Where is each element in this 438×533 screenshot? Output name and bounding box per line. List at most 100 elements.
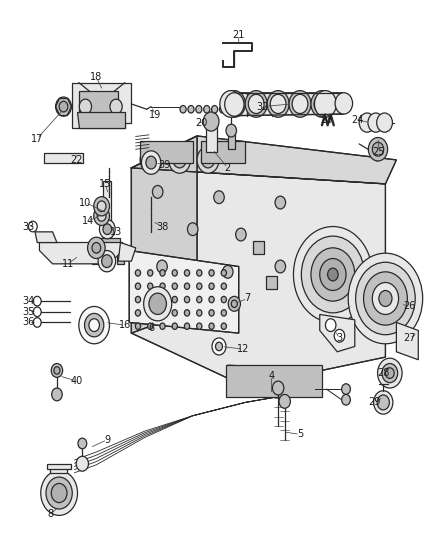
Circle shape xyxy=(187,223,198,236)
Circle shape xyxy=(231,300,237,308)
Circle shape xyxy=(197,270,202,276)
Circle shape xyxy=(301,236,364,313)
Circle shape xyxy=(221,310,226,316)
Circle shape xyxy=(328,268,338,281)
Circle shape xyxy=(102,255,112,268)
Text: 40: 40 xyxy=(71,376,83,386)
Circle shape xyxy=(293,227,372,322)
Polygon shape xyxy=(234,93,344,116)
Circle shape xyxy=(221,323,226,329)
Circle shape xyxy=(342,384,350,394)
Circle shape xyxy=(148,270,153,276)
Circle shape xyxy=(59,101,68,112)
Circle shape xyxy=(223,265,233,278)
Circle shape xyxy=(157,260,167,273)
Text: 11: 11 xyxy=(62,259,74,269)
Circle shape xyxy=(33,307,41,317)
Circle shape xyxy=(225,93,244,116)
Circle shape xyxy=(148,296,153,303)
Text: 25: 25 xyxy=(373,147,385,157)
Text: 9: 9 xyxy=(104,435,110,445)
Text: 12: 12 xyxy=(237,344,249,354)
Text: 16: 16 xyxy=(119,320,131,330)
Circle shape xyxy=(314,91,336,117)
Text: 33: 33 xyxy=(22,222,35,231)
Circle shape xyxy=(135,296,141,303)
Text: 14: 14 xyxy=(81,216,94,226)
Circle shape xyxy=(372,142,384,156)
Circle shape xyxy=(144,287,172,321)
Circle shape xyxy=(377,395,389,410)
Circle shape xyxy=(382,364,398,383)
Circle shape xyxy=(204,106,210,113)
Text: 7: 7 xyxy=(244,294,251,303)
Circle shape xyxy=(221,283,226,289)
Circle shape xyxy=(97,211,106,221)
Circle shape xyxy=(98,251,116,272)
Circle shape xyxy=(221,296,226,303)
Circle shape xyxy=(209,310,214,316)
Circle shape xyxy=(184,296,190,303)
Circle shape xyxy=(52,388,62,401)
Circle shape xyxy=(364,272,407,325)
Circle shape xyxy=(89,319,99,332)
Circle shape xyxy=(41,471,78,515)
Circle shape xyxy=(226,124,237,137)
Circle shape xyxy=(334,329,345,342)
Circle shape xyxy=(196,106,202,113)
Circle shape xyxy=(335,93,353,114)
Text: 39: 39 xyxy=(158,160,170,170)
Text: 29: 29 xyxy=(368,398,381,407)
Circle shape xyxy=(33,296,41,306)
Circle shape xyxy=(160,283,165,289)
Text: 3: 3 xyxy=(336,334,343,343)
Text: 34: 34 xyxy=(22,296,35,306)
Circle shape xyxy=(314,94,330,114)
Circle shape xyxy=(209,270,214,276)
Polygon shape xyxy=(72,83,131,128)
Circle shape xyxy=(184,310,190,316)
Circle shape xyxy=(223,91,245,117)
Text: 36: 36 xyxy=(22,318,35,327)
Circle shape xyxy=(197,147,219,173)
Text: 27: 27 xyxy=(403,334,416,343)
Polygon shape xyxy=(396,322,418,360)
Bar xyxy=(201,141,245,163)
Circle shape xyxy=(378,358,402,388)
Circle shape xyxy=(103,224,112,235)
Circle shape xyxy=(348,253,423,344)
Circle shape xyxy=(236,228,246,241)
Text: 5: 5 xyxy=(297,430,303,439)
Circle shape xyxy=(146,156,156,169)
Circle shape xyxy=(172,296,177,303)
Circle shape xyxy=(279,394,290,408)
Bar xyxy=(50,465,67,473)
Bar xyxy=(140,141,193,163)
Circle shape xyxy=(197,296,202,303)
Circle shape xyxy=(379,290,392,306)
Circle shape xyxy=(160,323,165,329)
Circle shape xyxy=(245,91,267,117)
Circle shape xyxy=(219,106,226,113)
Circle shape xyxy=(94,197,110,216)
Circle shape xyxy=(248,94,264,114)
Circle shape xyxy=(184,283,190,289)
Circle shape xyxy=(160,270,165,276)
Circle shape xyxy=(28,221,37,232)
Circle shape xyxy=(79,306,110,344)
Circle shape xyxy=(78,438,87,449)
Circle shape xyxy=(149,293,166,314)
Bar xyxy=(206,123,217,152)
Circle shape xyxy=(169,147,191,173)
Circle shape xyxy=(135,323,141,329)
Circle shape xyxy=(267,91,289,117)
Circle shape xyxy=(172,310,177,316)
Circle shape xyxy=(172,323,177,329)
Text: 15: 15 xyxy=(99,179,111,189)
Circle shape xyxy=(99,220,115,239)
Circle shape xyxy=(145,152,158,168)
Text: 4: 4 xyxy=(268,371,275,381)
Polygon shape xyxy=(131,168,385,386)
Circle shape xyxy=(368,138,388,161)
Circle shape xyxy=(203,112,219,131)
